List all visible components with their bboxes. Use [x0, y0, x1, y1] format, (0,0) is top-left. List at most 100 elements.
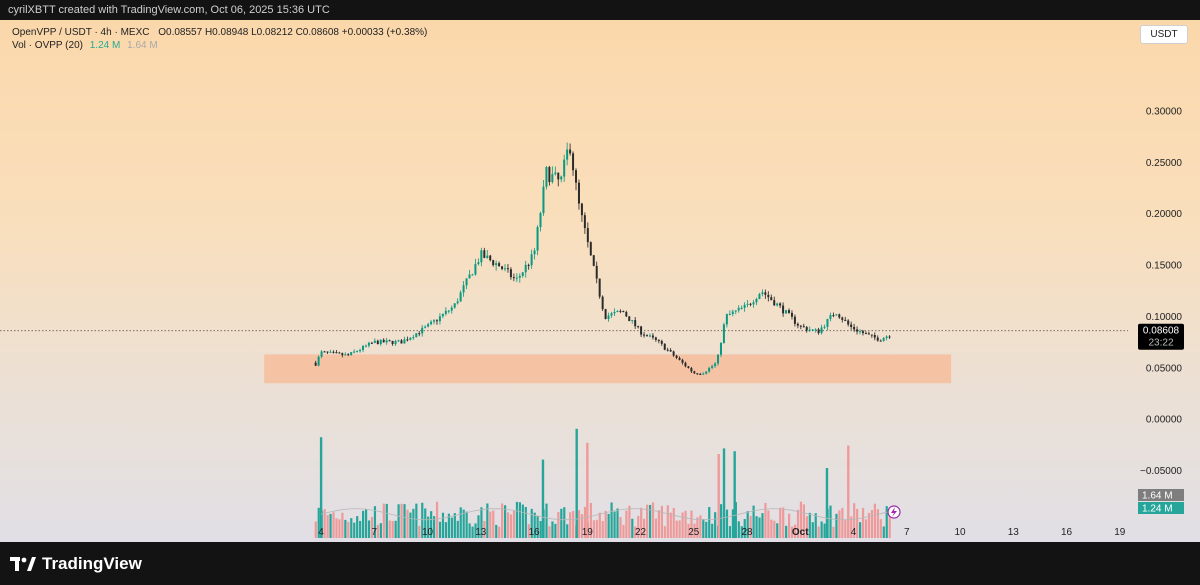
volume-bar [580, 514, 584, 538]
candle-body [566, 149, 569, 160]
candle-body [447, 310, 450, 312]
candle-body [527, 264, 530, 266]
volume-bar [314, 521, 317, 538]
volume-bar [347, 521, 350, 538]
volume-spike [717, 454, 720, 538]
candle-body [850, 324, 853, 327]
candle-body [548, 167, 551, 183]
candle-body [314, 362, 317, 366]
candle-body [637, 326, 640, 328]
candle-body [456, 301, 459, 304]
candle-body [856, 329, 859, 332]
tradingview-logo-icon [10, 557, 36, 571]
candle-body [613, 311, 616, 314]
symbol-title: OpenVPP / USDT · 4h · MEXC [12, 27, 150, 38]
volume-bar [563, 507, 566, 538]
candle-body [441, 313, 444, 317]
chart-panel[interactable]: 0.30000 0.25000 0.20000 0.15000 0.10000 0.050… [0, 20, 1200, 542]
candle-body [575, 170, 578, 183]
candle-body [542, 186, 545, 214]
last-price-tag [1138, 323, 1184, 350]
volume-bar [731, 509, 734, 538]
volume-bar [317, 507, 320, 538]
candle-body [823, 326, 826, 328]
candle-body [524, 264, 527, 273]
candle-body [725, 314, 728, 325]
volume-bar [861, 507, 865, 538]
volume-bar [663, 526, 666, 538]
volume-bar [885, 506, 888, 538]
volume-bar [879, 519, 882, 538]
volume-bar [400, 503, 403, 538]
attribution-text: cyrilXBTT created with TradingView.com, … [8, 4, 330, 16]
volume-bar [743, 519, 746, 538]
candle-body [743, 304, 746, 308]
candle-body [776, 303, 779, 306]
volume-bar [796, 509, 800, 538]
candle-body [864, 333, 867, 335]
last-price-label: 0.08608 [1143, 326, 1180, 337]
candle-body [589, 242, 592, 256]
candle-body [782, 305, 785, 314]
candle-body [323, 351, 326, 353]
candle-body [764, 292, 767, 295]
candle-body [430, 321, 433, 325]
candle-body [344, 354, 347, 356]
price-chart[interactable]: 0.30000 0.25000 0.20000 0.15000 0.10000 0.050… [0, 20, 1200, 542]
candle-body [601, 296, 604, 310]
volume-bar [864, 519, 868, 538]
volume-bar [376, 524, 379, 538]
candle-body [427, 324, 430, 327]
candle-body [424, 326, 427, 328]
candle-body [444, 310, 447, 314]
tradingview-logo[interactable]: TradingView [10, 554, 142, 574]
volume-bar [814, 513, 817, 538]
volume-bar [350, 518, 353, 538]
volume-bar [459, 507, 462, 538]
candle-body [643, 334, 646, 336]
volume-bar [577, 510, 581, 538]
volume-bar [637, 516, 640, 538]
volume-bar [829, 505, 832, 538]
volume-bar [512, 510, 516, 538]
candle-body [560, 176, 563, 180]
volume-spike [586, 442, 589, 538]
volume-bar [551, 521, 554, 538]
volume-bar [509, 514, 513, 538]
volume-bar [802, 504, 805, 538]
volume-bar [737, 521, 740, 538]
volume-bar [456, 520, 459, 538]
candle-body [453, 303, 456, 308]
volume-bar [811, 522, 814, 538]
volume-bar [808, 512, 811, 538]
candle-body [465, 278, 468, 286]
candle-body [376, 340, 379, 345]
volume-bar [545, 503, 548, 538]
candle-body [876, 337, 879, 341]
volume-bar [521, 504, 524, 538]
x-tick-label: 25 [688, 527, 700, 538]
candle-body [752, 302, 755, 305]
candle-body [364, 345, 367, 347]
candle-body [820, 327, 823, 334]
volume-bar [835, 513, 838, 538]
volume-bar [486, 503, 489, 538]
volume-bar [669, 512, 672, 538]
candle-body [421, 327, 424, 334]
volume-bar [785, 525, 788, 538]
volume-bar [719, 504, 723, 538]
y-tick-label: 0.05000 [1146, 363, 1183, 374]
currency-button[interactable]: USDT [1140, 25, 1188, 44]
candle-body [572, 153, 575, 171]
x-tick-label: 16 [1061, 527, 1073, 538]
candle-body [675, 355, 678, 358]
candle-body [785, 310, 788, 314]
candle-body [847, 320, 850, 325]
candle-body [722, 324, 725, 343]
candle-body [663, 343, 666, 350]
candle-body [740, 307, 743, 309]
volume-bar [323, 508, 326, 538]
volume-bar [592, 520, 595, 538]
candle-body [397, 340, 400, 342]
volume-ma-tag [1138, 489, 1184, 501]
